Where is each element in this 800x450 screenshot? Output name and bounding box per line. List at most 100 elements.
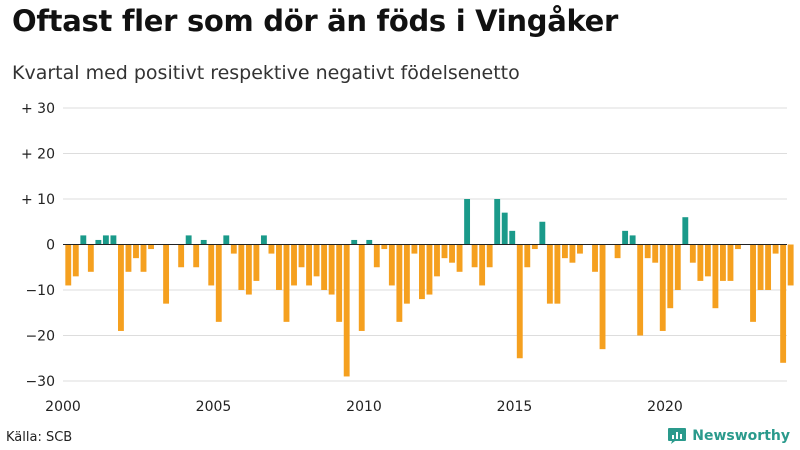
bar [268, 244, 275, 254]
bar [313, 244, 320, 277]
bar [419, 244, 425, 300]
bar [712, 244, 719, 309]
bar [704, 244, 711, 277]
chart-title: Oftast fler som dör än föds i Vingåker [12, 4, 619, 38]
bar [102, 235, 109, 245]
brand-name: Newsworthy [692, 428, 790, 444]
bar [614, 244, 621, 259]
bar [494, 199, 501, 245]
bar [765, 244, 772, 290]
bar [539, 221, 546, 245]
bar [291, 244, 297, 286]
bar [411, 244, 418, 254]
bar [403, 244, 410, 304]
bar [185, 235, 192, 245]
bar [245, 244, 252, 295]
bar [667, 244, 674, 309]
bar [720, 244, 726, 281]
bar [441, 244, 448, 259]
bar [787, 244, 794, 286]
y-tick-label: 0 [46, 238, 55, 254]
bar [622, 230, 629, 245]
bar [140, 244, 147, 272]
bar [65, 244, 72, 286]
bar [561, 244, 568, 259]
bar [772, 244, 779, 254]
bar [343, 244, 350, 377]
bar [674, 244, 681, 290]
bar [87, 244, 94, 272]
bar [298, 244, 305, 268]
bar [321, 244, 328, 290]
bar [388, 244, 395, 286]
bar [524, 244, 531, 268]
bar [351, 239, 358, 245]
bar [479, 244, 486, 286]
y-tick-label: + 10 [21, 192, 55, 208]
bar [501, 212, 508, 245]
bar [546, 244, 553, 304]
bar [554, 244, 561, 304]
bar [336, 244, 343, 322]
x-tick-label: 2010 [346, 399, 382, 415]
y-tick-label: −30 [25, 374, 55, 390]
bar [200, 239, 207, 245]
bar [381, 244, 388, 250]
newsworthy-logo-icon [668, 428, 687, 444]
bar [148, 244, 154, 250]
bar [449, 244, 455, 263]
bar [486, 244, 493, 268]
bar [780, 244, 787, 363]
bar [95, 239, 102, 245]
bar [569, 244, 576, 263]
source-label: Källa: SCB [6, 430, 73, 445]
bar [223, 235, 230, 245]
y-tick-label: + 20 [21, 147, 55, 163]
bar [396, 244, 403, 322]
bar [464, 199, 471, 245]
bar [193, 244, 200, 268]
bar [163, 244, 170, 304]
bar [118, 244, 124, 331]
bar [689, 244, 696, 263]
bar [577, 244, 583, 254]
bar [328, 244, 335, 295]
bar [750, 244, 756, 322]
bar [283, 244, 290, 322]
bar [682, 217, 689, 245]
bar [629, 235, 636, 245]
bar [456, 244, 463, 272]
x-tick-label: 2005 [196, 399, 232, 415]
bar [72, 244, 79, 277]
bar [178, 244, 185, 268]
y-tick-label: −10 [25, 283, 55, 299]
x-tick-label: 2020 [647, 399, 683, 415]
bar [133, 244, 139, 259]
bar [276, 244, 282, 290]
x-tick-label: 2015 [497, 399, 533, 415]
bar [697, 244, 704, 281]
bar [426, 244, 433, 295]
bar [366, 239, 373, 245]
chart-subtitle: Kvartal med positivt respektive negativt… [12, 62, 520, 84]
y-tick-label: + 30 [21, 101, 55, 117]
bar [599, 244, 606, 350]
bar [434, 244, 440, 277]
bar [516, 244, 523, 359]
bar [644, 244, 651, 259]
bar [659, 244, 666, 331]
bar [253, 244, 260, 281]
bar [306, 244, 312, 286]
y-tick-label: −20 [25, 329, 55, 345]
x-tick-label: 2000 [45, 399, 81, 415]
bar [358, 244, 365, 331]
bar [230, 244, 237, 254]
bar [238, 244, 245, 290]
bar [110, 235, 117, 245]
bar [208, 244, 215, 286]
bar [757, 244, 764, 290]
bar [509, 230, 516, 245]
bar [735, 244, 741, 250]
bar [637, 244, 644, 336]
